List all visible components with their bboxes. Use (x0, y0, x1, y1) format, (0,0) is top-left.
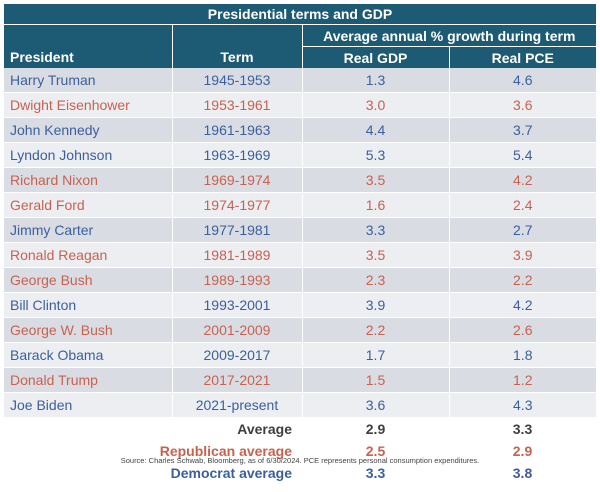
cell-real-gdp: 1.3 (301, 68, 449, 93)
cell-real-gdp: 3.9 (301, 292, 449, 318)
table-summary: Average 2.9 3.3 Republican average 2.5 2.9 Dem… (4, 417, 597, 484)
cell-president: John Kennedy (4, 117, 172, 143)
header-real-pce: Real PCE (448, 46, 597, 68)
table-header: President Term Average annual % growth d… (4, 25, 597, 68)
cell-real-gdp: 1.7 (301, 342, 449, 368)
cell-president: Donald Trump (4, 367, 172, 393)
cell-president: Jimmy Carter (4, 217, 172, 243)
summary-row: Average 2.9 3.3 (4, 417, 597, 440)
cell-real-gdp: 3.5 (301, 242, 449, 268)
header-real-gdp: Real GDP (301, 46, 449, 68)
table-body: Harry Truman 1945-1953 1.3 4.6 Dwight Eisenh… (4, 68, 597, 418)
cell-real-pce: 4.2 (448, 292, 597, 318)
cell-term: 1945-1953 (171, 68, 302, 93)
summary-row: Republican average 2.5 2.9 (4, 440, 597, 462)
cell-president: Bill Clinton (4, 292, 172, 318)
cell-real-gdp: 3.6 (301, 392, 449, 418)
cell-term: 1969-1974 (171, 167, 302, 193)
table-row: Bill Clinton 1993-2001 3.9 4.2 (4, 292, 597, 318)
cell-term: 1981-1989 (171, 242, 302, 268)
cell-real-pce: 2.7 (448, 217, 597, 243)
table-title: Presidential terms and GDP (4, 4, 596, 25)
cell-real-gdp: 2.2 (301, 317, 449, 343)
summary-real-gdp: 2.5 (302, 440, 449, 462)
table-row: Gerald Ford 1974-1977 1.6 2.4 (4, 192, 597, 218)
cell-real-pce: 4.2 (448, 167, 597, 193)
summary-real-pce: 3.3 (449, 417, 597, 440)
cell-president: George W. Bush (4, 317, 172, 343)
summary-real-gdp: 3.3 (302, 462, 449, 484)
cell-real-pce: 1.8 (448, 342, 597, 368)
cell-term: 1974-1977 (171, 192, 302, 218)
cell-term: 2009-2017 (171, 342, 302, 368)
cell-real-gdp: 5.3 (301, 142, 449, 168)
cell-term: 1989-1993 (171, 267, 302, 293)
cell-term: 1963-1969 (171, 142, 302, 168)
cell-president: George Bush (4, 267, 172, 293)
summary-label: Republican average (4, 440, 302, 462)
table-row: Dwight Eisenhower 1953-1961 3.0 3.6 (4, 92, 597, 118)
cell-president: Ronald Reagan (4, 242, 172, 268)
cell-real-gdp: 2.3 (301, 267, 449, 293)
cell-real-gdp: 1.6 (301, 192, 449, 218)
table-row: Ronald Reagan 1981-1989 3.5 3.9 (4, 242, 597, 268)
cell-president: Harry Truman (4, 68, 172, 93)
cell-real-pce: 2.2 (448, 267, 597, 293)
cell-term: 1953-1961 (171, 92, 302, 118)
cell-real-pce: 2.4 (448, 192, 597, 218)
cell-real-gdp: 1.5 (301, 367, 449, 393)
summary-label: Average (4, 417, 302, 440)
cell-president: Joe Biden (4, 392, 172, 418)
summary-real-gdp: 2.9 (302, 417, 449, 440)
cell-real-pce: 3.7 (448, 117, 597, 143)
cell-real-pce: 4.6 (448, 68, 597, 93)
table-row: Donald Trump 2017-2021 1.5 1.2 (4, 367, 597, 393)
cell-president: Barack Obama (4, 342, 172, 368)
cell-real-gdp: 4.4 (301, 117, 449, 143)
cell-real-pce: 4.3 (448, 392, 597, 418)
cell-term: 1993-2001 (171, 292, 302, 318)
presidents-gdp-table: President Term Average annual % growth d… (4, 25, 597, 484)
header-growth-group: Average annual % growth during term (301, 25, 597, 47)
table-row: Barack Obama 2009-2017 1.7 1.8 (4, 342, 597, 368)
table-row: Lyndon Johnson 1963-1969 5.3 5.4 (4, 142, 597, 168)
cell-term: 2017-2021 (171, 367, 302, 393)
cell-term: 2021-present (171, 392, 302, 418)
cell-real-pce: 1.2 (448, 367, 597, 393)
summary-real-pce: 3.8 (449, 462, 597, 484)
table-row: Jimmy Carter 1977-1981 3.3 2.7 (4, 217, 597, 243)
table-row: George W. Bush 2001-2009 2.2 2.6 (4, 317, 597, 343)
cell-real-pce: 3.9 (448, 242, 597, 268)
table-row: John Kennedy 1961-1963 4.4 3.7 (4, 117, 597, 143)
cell-president: Richard Nixon (4, 167, 172, 193)
cell-real-gdp: 3.0 (301, 92, 449, 118)
cell-term: 1977-1981 (171, 217, 302, 243)
table-row: Joe Biden 2021-present 3.6 4.3 (4, 392, 597, 418)
cell-real-pce: 2.6 (448, 317, 597, 343)
cell-real-gdp: 3.5 (301, 167, 449, 193)
table-row: Richard Nixon 1969-1974 3.5 4.2 (4, 167, 597, 193)
cell-real-pce: 5.4 (448, 142, 597, 168)
cell-real-pce: 3.6 (448, 92, 597, 118)
header-term: Term (171, 25, 302, 68)
cell-president: Lyndon Johnson (4, 142, 172, 168)
cell-term: 2001-2009 (171, 317, 302, 343)
cell-president: Dwight Eisenhower (4, 92, 172, 118)
summary-label: Democrat average (4, 462, 302, 484)
cell-president: Gerald Ford (4, 192, 172, 218)
table-row: George Bush 1989-1993 2.3 2.2 (4, 267, 597, 293)
header-president: President (4, 25, 172, 68)
cell-term: 1961-1963 (171, 117, 302, 143)
summary-real-pce: 2.9 (449, 440, 597, 462)
source-note: Source: Charles Schwab, Bloomberg, as of… (120, 456, 480, 465)
table-row: Harry Truman 1945-1953 1.3 4.6 (4, 68, 597, 93)
gdp-table-container: Presidential terms and GDP President Ter… (4, 4, 597, 484)
cell-real-gdp: 3.3 (301, 217, 449, 243)
summary-row: Democrat average 3.3 3.8 (4, 462, 597, 484)
